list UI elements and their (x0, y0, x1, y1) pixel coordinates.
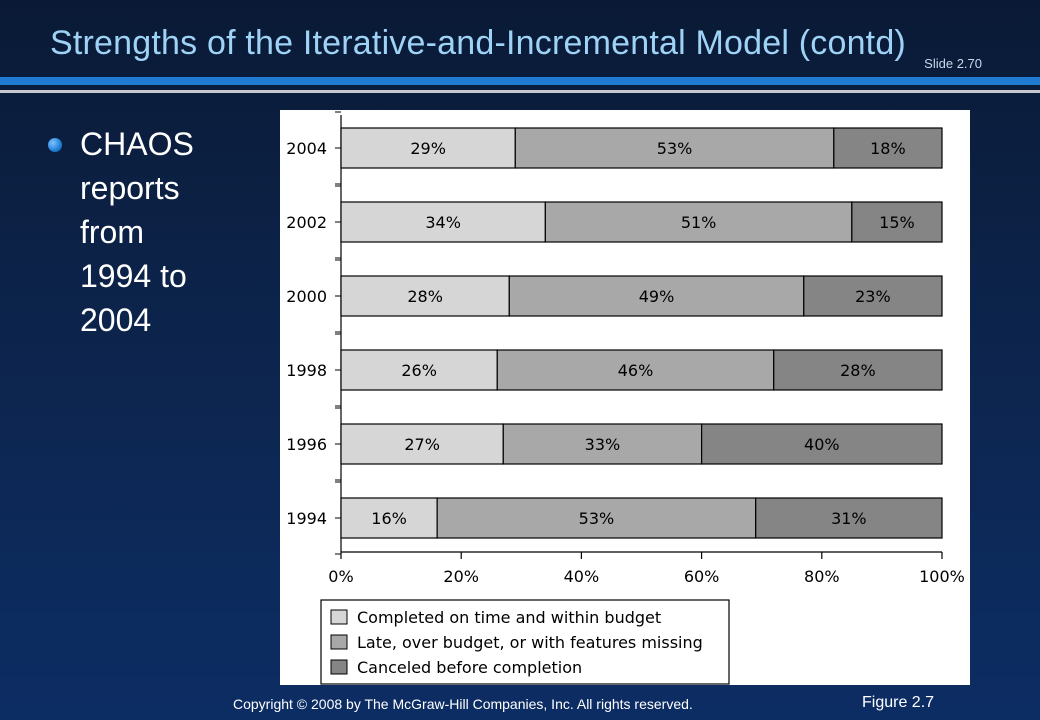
bullet-icon (48, 138, 62, 152)
copyright-footer: Copyright © 2008 by The McGraw-Hill Comp… (233, 696, 693, 712)
bar-segment (340, 127, 516, 169)
bar-segment (544, 201, 853, 243)
bar-segment (851, 201, 943, 243)
bar-segment (755, 497, 943, 539)
bar-segment (833, 127, 943, 169)
legend-box (320, 599, 730, 685)
y-tick-label: 2004 (286, 139, 327, 158)
data-label: 23% (855, 287, 891, 306)
data-label: 29% (410, 139, 446, 158)
bar-segment (773, 349, 943, 391)
bar-segment (508, 275, 805, 317)
bar-segment (803, 275, 943, 317)
data-label: 26% (401, 361, 437, 380)
data-label: 40% (804, 435, 840, 454)
chart-figure: 2004 29% 53% 18% 2002 34% 51% 15% 2000 28% 49% 23% 1… (280, 110, 970, 685)
stacked-bar-chart: 2004 29% 53% 18% 2002 34% 51% 15% 2000 28% 49% 23% 1… (286, 111, 965, 685)
slide-number: Slide 2.70 (924, 56, 982, 71)
bar-segment (502, 423, 703, 465)
x-tick-label: 20% (443, 567, 479, 586)
data-label: 15% (879, 213, 915, 232)
bullet-text: CHAOS reports from 1994 to 2004 (80, 126, 194, 338)
title-divider-thin (0, 90, 1040, 93)
data-label: 49% (639, 287, 675, 306)
legend-swatch (330, 659, 348, 675)
legend-label: Completed on time and within budget (357, 608, 661, 627)
x-tick-label: 100% (919, 567, 965, 586)
legend-swatch (330, 634, 348, 650)
bar-segment (514, 127, 835, 169)
y-tick-label: 1994 (286, 509, 327, 528)
bar-segment (340, 275, 510, 317)
data-label: 28% (840, 361, 876, 380)
x-tick-label: 0% (328, 567, 353, 586)
data-label: 33% (585, 435, 621, 454)
data-label: 27% (404, 435, 440, 454)
data-label: 46% (618, 361, 654, 380)
data-label: 53% (579, 509, 615, 528)
legend-label: Late, over budget, or with features miss… (357, 633, 703, 652)
bar-segment (340, 349, 498, 391)
y-tick-label: 2000 (286, 287, 327, 306)
x-tick-label: 60% (684, 567, 720, 586)
data-label: 51% (681, 213, 717, 232)
data-label: 31% (831, 509, 867, 528)
x-tick-label: 80% (804, 567, 840, 586)
data-label: 34% (425, 213, 461, 232)
bar-segment (340, 201, 546, 243)
x-tick-label: 40% (564, 567, 600, 586)
legend-label: Canceled before completion (357, 658, 582, 677)
legend-swatch (330, 609, 348, 625)
data-label: 18% (870, 139, 906, 158)
y-tick-label: 1998 (286, 361, 327, 380)
slide-title: Strengths of the Iterative-and-Increment… (50, 24, 906, 62)
title-divider-thick (0, 77, 1040, 85)
data-label: 28% (407, 287, 443, 306)
bar-segment (701, 423, 943, 465)
data-label: 53% (657, 139, 693, 158)
figure-label: Figure 2.7 (862, 694, 935, 711)
y-tick-label: 2002 (286, 213, 327, 232)
bar-segment (496, 349, 775, 391)
bar-segment (340, 423, 504, 465)
y-tick-label: 1996 (286, 435, 327, 454)
data-label: 16% (371, 509, 407, 528)
